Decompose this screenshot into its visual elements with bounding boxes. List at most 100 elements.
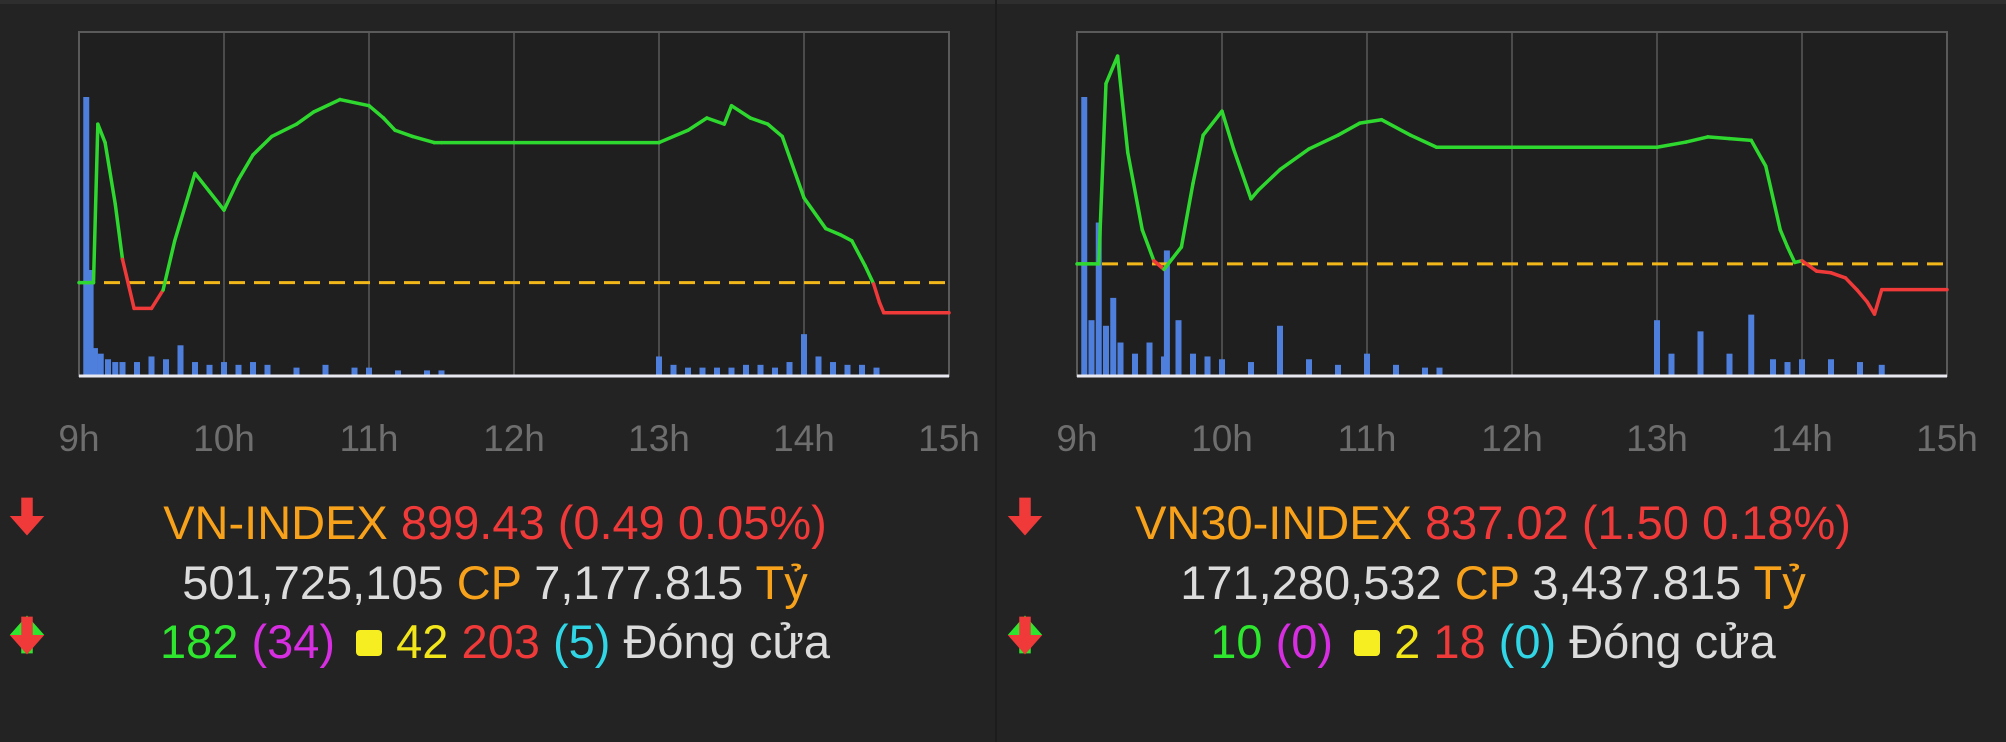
price-line-segment (338, 97, 371, 108)
volume-bar (714, 367, 720, 376)
volume-line: 501,725,105 CP 7,177.815 Tỷ (0, 553, 990, 613)
turnover-value: 7,177.815 (534, 556, 744, 609)
volume-bar (1748, 314, 1755, 376)
advancers-count: 10 (1210, 615, 1263, 668)
price-line-segment (1115, 54, 1130, 155)
price-line-segment (193, 171, 212, 194)
x-tick-label: 15h (918, 418, 980, 459)
advancers-count: 182 (159, 615, 239, 668)
decliners-count: 203 (461, 615, 540, 668)
volume-bar (83, 97, 90, 376)
volume-bar (1163, 250, 1170, 376)
index-value: 899.43 (400, 496, 545, 549)
volume-bar (1726, 353, 1733, 376)
ceiling-count: (0) (1275, 615, 1334, 668)
volume-bar (250, 362, 256, 376)
price-line-segment (236, 153, 255, 182)
x-tick-label: 11h (340, 418, 399, 459)
volume-bar (699, 367, 706, 376)
price-line-segment (1140, 228, 1156, 263)
price-line-segment (1126, 150, 1144, 232)
down-arrow-icon (1007, 497, 1043, 536)
price-line-segment (1706, 135, 1732, 141)
volume-bar (112, 362, 119, 376)
price-line-segment (1191, 133, 1205, 186)
price-line-segment (1727, 136, 1753, 143)
vn30-index-panel: 9h 10h 11h 12h 13h 14h 15h VN30-INDEX 837.02 (… (998, 0, 1988, 742)
volume-bar (801, 334, 807, 376)
volume-bar (1393, 364, 1399, 376)
volume-bar (656, 356, 662, 376)
index-name: VN-INDEX (163, 496, 388, 549)
volume-bar (235, 364, 242, 376)
price-line-segment (1800, 259, 1819, 273)
price-line-segment (1872, 287, 1884, 316)
price-line-segment (1307, 133, 1340, 151)
volume-bar (743, 364, 749, 376)
price-line-segment (838, 232, 854, 243)
volume-bar (206, 364, 213, 376)
turnover-unit: Tỷ (755, 556, 808, 609)
volume-bar (1277, 325, 1283, 376)
price-line-segment (410, 134, 436, 145)
x-tick-label: 14h (773, 418, 835, 459)
volume-bar (1668, 353, 1675, 376)
volume-bar (97, 353, 104, 376)
price-line-segment (172, 171, 197, 243)
price-line-segment (1785, 245, 1797, 265)
volume-bar (670, 364, 677, 376)
price-line-segment (113, 202, 125, 262)
price-line-segment (393, 128, 415, 139)
volume-bar (1770, 359, 1776, 376)
volume-bar (1190, 353, 1196, 376)
turnover-value: 3,437.815 (1532, 556, 1742, 609)
volume-bar (1306, 359, 1312, 376)
volume-value: 501,725,105 (182, 556, 444, 609)
volume-bar (757, 364, 764, 376)
price-line-segment (1152, 259, 1166, 272)
ceiling-count: (34) (251, 615, 336, 668)
price-line-segment (780, 134, 806, 200)
price-line-segment (1278, 147, 1311, 172)
price-line-segment (722, 103, 734, 126)
volume-bar (873, 367, 880, 376)
unchanged-square-icon (1354, 629, 1381, 656)
volume-bar (1175, 320, 1182, 376)
volume-bar (859, 364, 865, 376)
index-summary-line: VN-INDEX 899.43 (0.49 0.05%) (0, 493, 990, 553)
volume-bar (91, 348, 98, 376)
price-line-segment (1749, 138, 1768, 168)
volume-bar (1422, 367, 1428, 376)
volume-bar (87, 269, 94, 376)
x-tick-label: 13h (1626, 418, 1688, 459)
price-line-segment (367, 103, 386, 120)
floor-count: (0) (1498, 615, 1557, 668)
volume-bar (830, 362, 836, 376)
down-arrow-icon (9, 616, 45, 655)
price-line-segment (96, 122, 107, 145)
vn-index-chart: 9h 10h 11h 12h 13h 14h 15h (58, 31, 980, 459)
price-line-segment (161, 239, 177, 292)
price-line-segment (1179, 181, 1195, 249)
volume-line: 171,280,532 CP 3,437.815 Tỷ (998, 553, 1988, 613)
volume-bar (119, 362, 126, 376)
price-line-segment (705, 116, 726, 126)
price-line-segment (1104, 54, 1120, 86)
x-tick-label: 12h (1481, 418, 1543, 459)
price-line-segment (294, 110, 316, 126)
price-line-segment (1855, 288, 1869, 304)
vn-index-panel: 9h 10h 11h 12h 13h 14h 15h VN-INDEX 899.43 (0.… (0, 0, 990, 742)
price-line-segment (871, 282, 882, 305)
price-line-segment (850, 239, 867, 268)
turnover-unit: Tỷ (1753, 556, 1806, 609)
price-line-segment (1220, 109, 1236, 151)
volume-bar (786, 362, 793, 376)
price-line-segment (251, 134, 274, 157)
volume-bar (134, 362, 140, 376)
price-line-segment (802, 196, 828, 231)
price-line-segment (657, 128, 690, 145)
volume-bar (395, 370, 401, 376)
x-tick-label: 10h (1191, 418, 1253, 459)
volume-bar (1132, 353, 1138, 376)
price-line-segment (1249, 188, 1260, 201)
